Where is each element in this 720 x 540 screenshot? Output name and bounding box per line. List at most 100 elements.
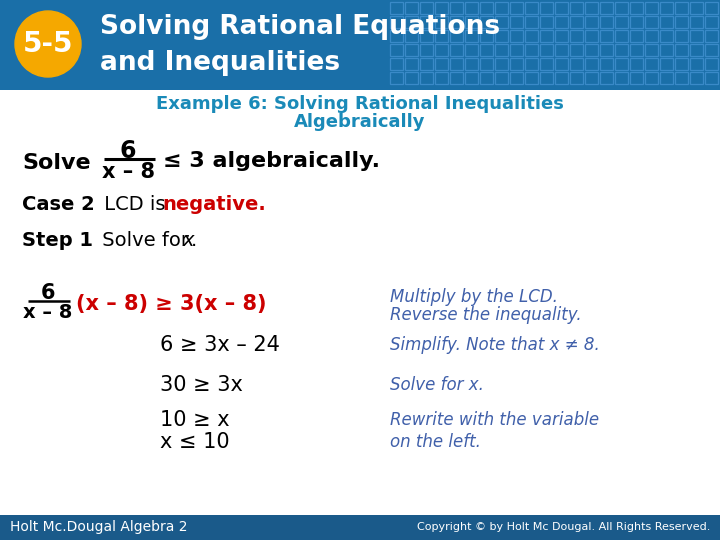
- Bar: [645, 30, 658, 42]
- Text: Solve for: Solve for: [96, 231, 195, 249]
- Bar: [585, 16, 598, 28]
- Text: (x – 8) ≥ 3(x – 8): (x – 8) ≥ 3(x – 8): [76, 294, 266, 314]
- Bar: [465, 16, 478, 28]
- Bar: [585, 30, 598, 42]
- Bar: [705, 2, 718, 14]
- Bar: [390, 72, 403, 84]
- Text: and Inequalities: and Inequalities: [100, 50, 340, 76]
- Text: 6: 6: [41, 283, 55, 303]
- Bar: [690, 58, 703, 70]
- Text: Holt Mc.Dougal Algebra 2: Holt Mc.Dougal Algebra 2: [10, 521, 187, 535]
- Bar: [540, 30, 553, 42]
- Bar: [630, 44, 643, 56]
- Bar: [435, 58, 448, 70]
- Bar: [540, 72, 553, 84]
- Bar: [435, 72, 448, 84]
- Text: 6 ≥ 3x – 24: 6 ≥ 3x – 24: [160, 335, 280, 355]
- Text: LCD is: LCD is: [98, 195, 172, 214]
- Bar: [645, 44, 658, 56]
- Bar: [705, 30, 718, 42]
- Bar: [390, 30, 403, 42]
- Text: 30 ≥ 3x: 30 ≥ 3x: [160, 375, 243, 395]
- Bar: [690, 44, 703, 56]
- Bar: [510, 44, 523, 56]
- Text: Example 6: Solving Rational Inequalities: Example 6: Solving Rational Inequalities: [156, 95, 564, 113]
- Bar: [690, 16, 703, 28]
- Bar: [630, 30, 643, 42]
- Bar: [675, 16, 688, 28]
- Text: Rewrite with the variable: Rewrite with the variable: [390, 411, 599, 429]
- Bar: [495, 58, 508, 70]
- Text: Algebraically: Algebraically: [294, 113, 426, 131]
- Bar: [705, 16, 718, 28]
- Bar: [480, 72, 493, 84]
- Bar: [480, 2, 493, 14]
- Bar: [465, 72, 478, 84]
- Bar: [450, 44, 463, 56]
- Bar: [435, 16, 448, 28]
- Bar: [555, 44, 568, 56]
- Text: Solve for x.: Solve for x.: [390, 376, 484, 394]
- Bar: [420, 2, 433, 14]
- Bar: [495, 16, 508, 28]
- Bar: [690, 72, 703, 84]
- Text: 10 ≥ x: 10 ≥ x: [160, 410, 230, 430]
- Bar: [495, 30, 508, 42]
- Bar: [615, 2, 628, 14]
- Bar: [525, 16, 538, 28]
- Bar: [600, 58, 613, 70]
- Bar: [495, 2, 508, 14]
- Text: Step 1: Step 1: [22, 231, 93, 249]
- Bar: [480, 16, 493, 28]
- Bar: [420, 44, 433, 56]
- Text: Reverse the inequality.: Reverse the inequality.: [390, 306, 582, 324]
- Bar: [660, 30, 673, 42]
- Bar: [615, 16, 628, 28]
- Bar: [585, 58, 598, 70]
- Bar: [465, 58, 478, 70]
- Bar: [450, 16, 463, 28]
- Bar: [570, 16, 583, 28]
- Bar: [675, 58, 688, 70]
- Bar: [390, 16, 403, 28]
- Bar: [615, 30, 628, 42]
- Bar: [630, 72, 643, 84]
- Text: Simplify. Note that x ≠ 8.: Simplify. Note that x ≠ 8.: [390, 336, 600, 354]
- Bar: [555, 72, 568, 84]
- Bar: [510, 72, 523, 84]
- Bar: [600, 16, 613, 28]
- Bar: [555, 16, 568, 28]
- Text: 6: 6: [120, 139, 136, 163]
- Bar: [435, 2, 448, 14]
- Bar: [525, 2, 538, 14]
- Bar: [420, 72, 433, 84]
- Bar: [525, 44, 538, 56]
- Bar: [405, 30, 418, 42]
- Text: Copyright © by Holt Mc Dougal. All Rights Reserved.: Copyright © by Holt Mc Dougal. All Right…: [417, 523, 710, 532]
- Bar: [660, 72, 673, 84]
- Bar: [675, 72, 688, 84]
- Text: Solving Rational Equations: Solving Rational Equations: [100, 14, 500, 40]
- Bar: [600, 30, 613, 42]
- Bar: [660, 58, 673, 70]
- Bar: [675, 2, 688, 14]
- Bar: [420, 30, 433, 42]
- Bar: [540, 58, 553, 70]
- Text: Multiply by the LCD.: Multiply by the LCD.: [390, 288, 558, 306]
- Bar: [525, 72, 538, 84]
- Bar: [540, 2, 553, 14]
- Bar: [420, 16, 433, 28]
- Bar: [435, 44, 448, 56]
- Bar: [675, 30, 688, 42]
- Bar: [405, 2, 418, 14]
- Text: Case 2: Case 2: [22, 195, 95, 214]
- Bar: [660, 16, 673, 28]
- Bar: [600, 44, 613, 56]
- Bar: [645, 58, 658, 70]
- Bar: [585, 44, 598, 56]
- Bar: [525, 30, 538, 42]
- Bar: [450, 30, 463, 42]
- Bar: [705, 58, 718, 70]
- Bar: [570, 44, 583, 56]
- Bar: [540, 16, 553, 28]
